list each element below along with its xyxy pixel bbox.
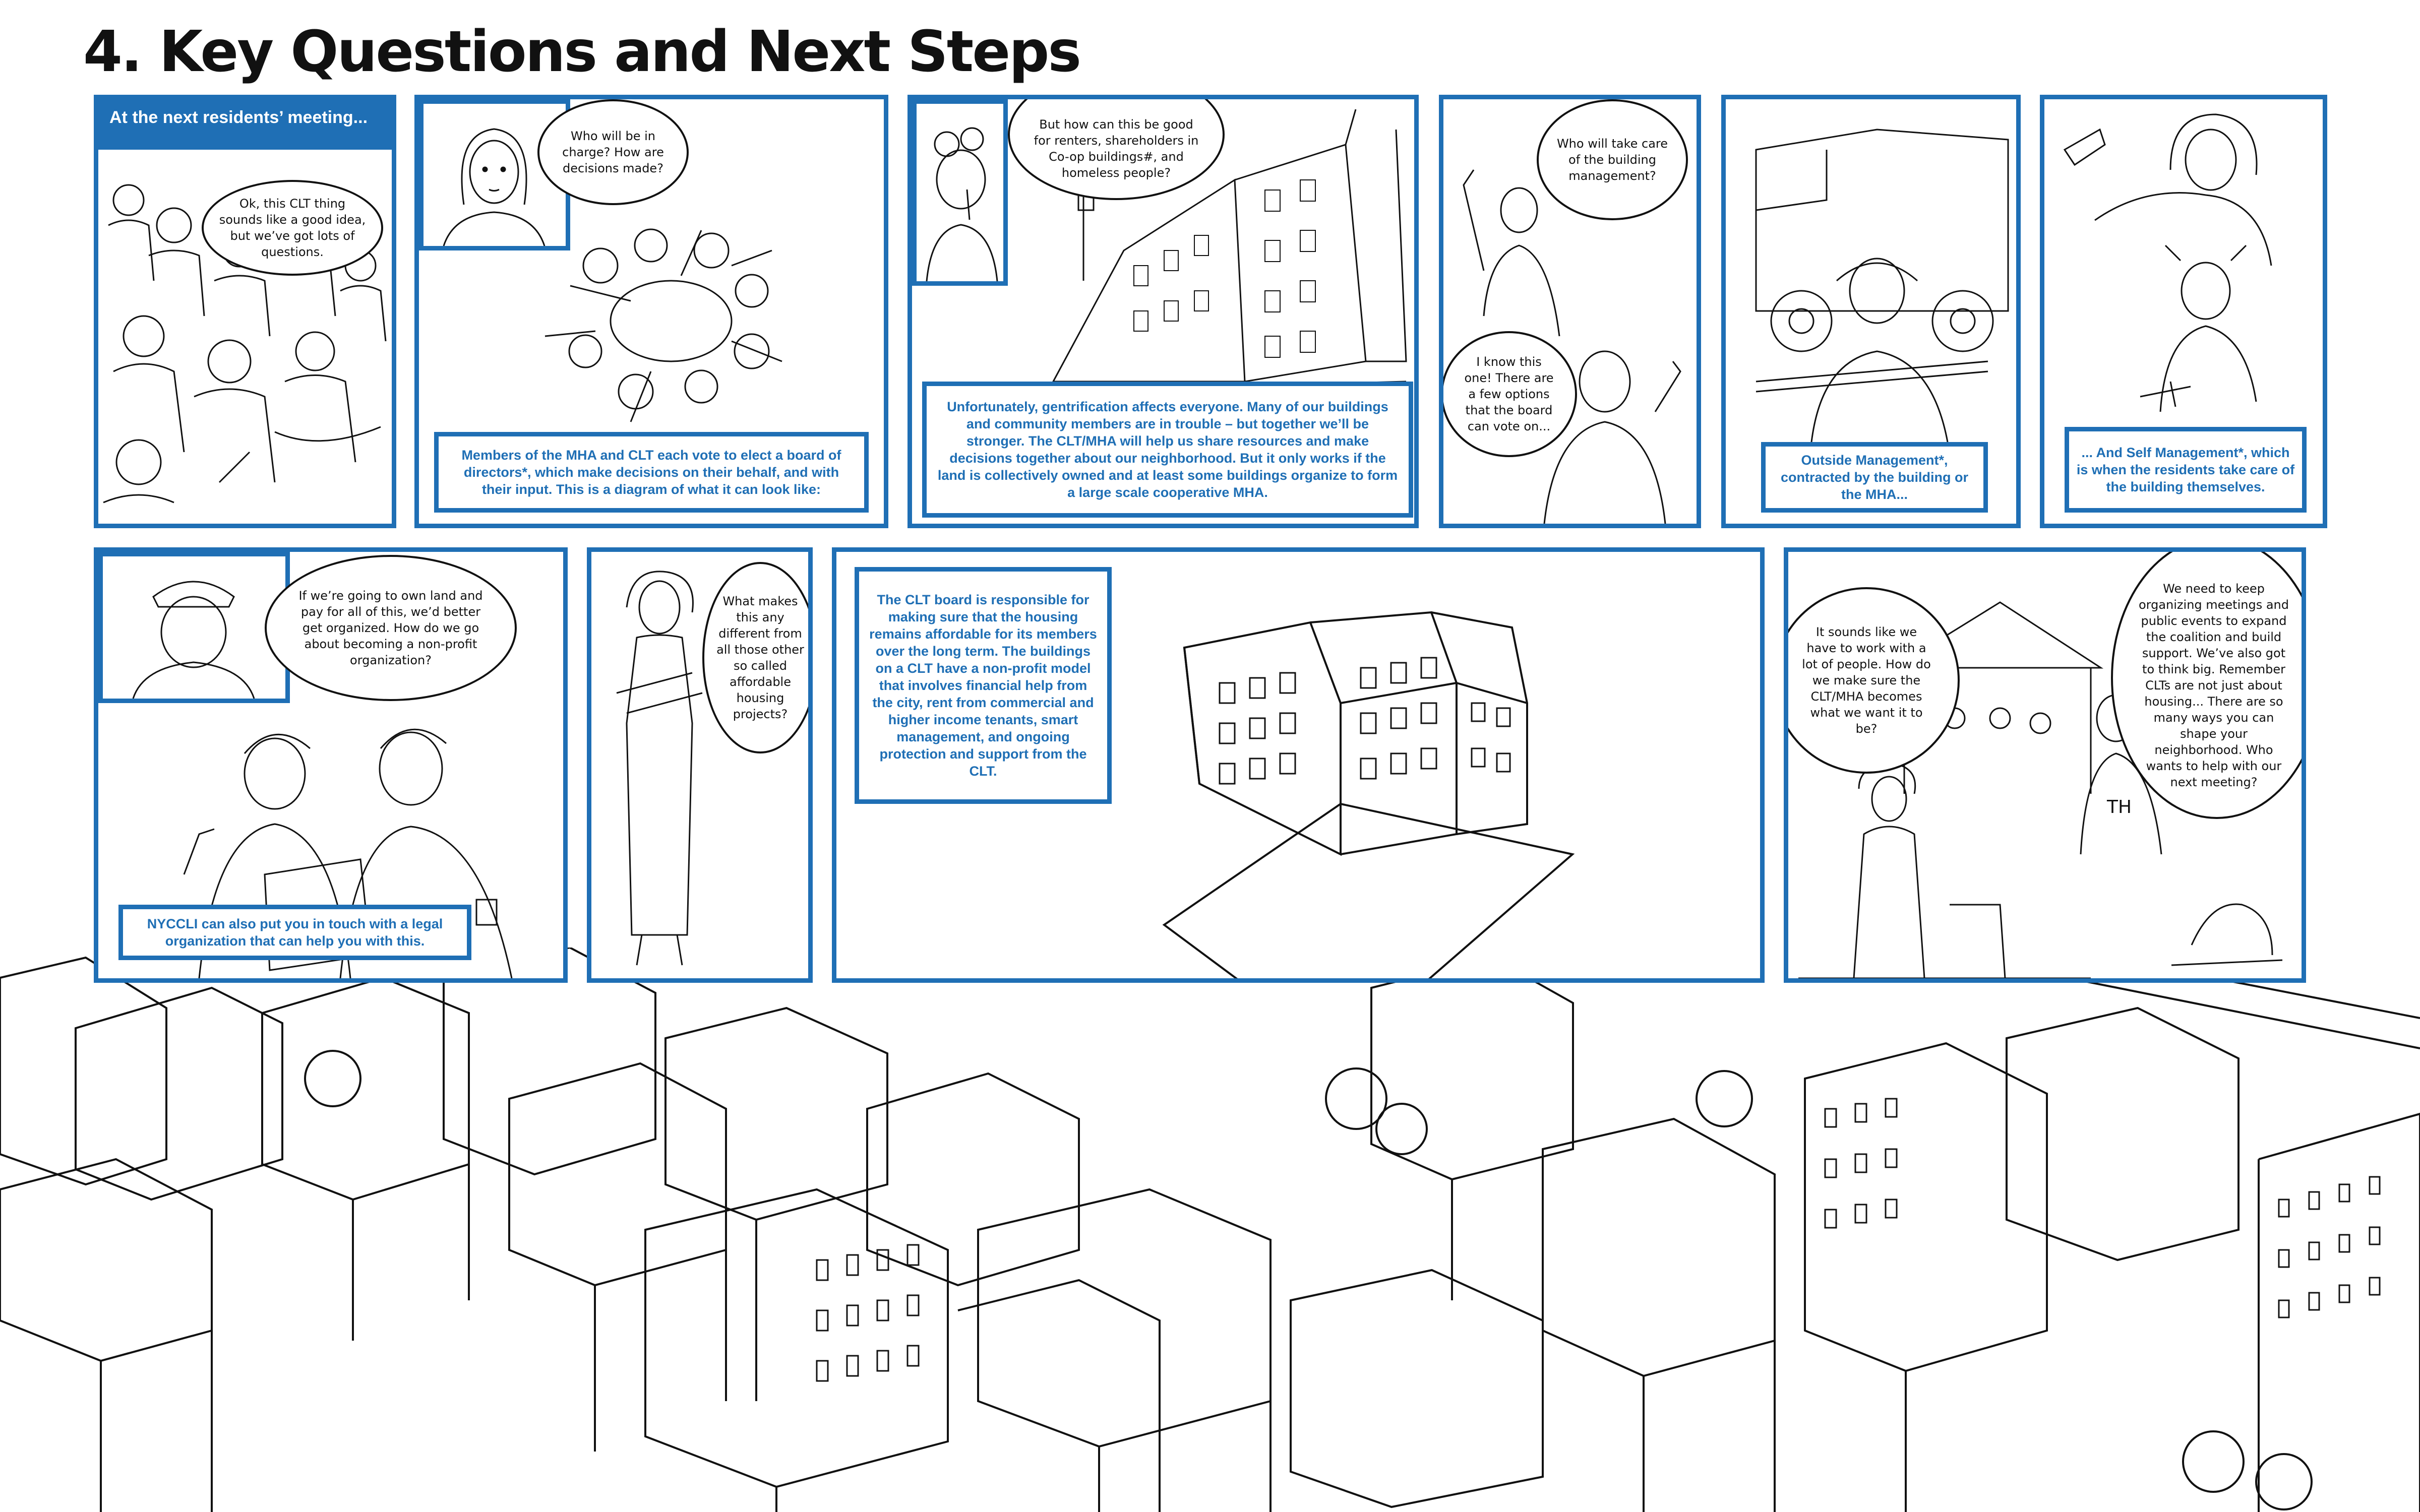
contractor-with-van-drawing (1755, 129, 2009, 443)
panel-renters-and-coops: But how can this be good for renters, sh… (908, 95, 1419, 528)
shirt-lettering: TH (2107, 797, 2132, 817)
woman-portrait-drawing (443, 128, 546, 246)
caption-box: ... And Self Management*, which is when … (2065, 427, 2307, 513)
panel-board-of-directors: Who will be in charge? How are decisions… (414, 95, 888, 528)
panel-clt-board: The CLT board is responsible for making … (832, 547, 1765, 983)
residents-repairing-drawing (2063, 113, 2272, 412)
caption-box: NYCCLI can also put you in touch with a … (118, 905, 471, 960)
caption-box: Unfortunately, gentrification affects ev… (922, 382, 1413, 518)
man-in-cap-portrait-drawing (132, 581, 255, 699)
panel-affordable-housing: What makes this any different from all t… (587, 547, 813, 983)
speech-bubble: If we’re going to own land and pay for a… (265, 555, 517, 701)
speech-bubble: It sounds like we have to work with a lo… (1788, 587, 1960, 774)
page-title: 4. Key Questions and Next Steps (83, 19, 1081, 85)
neighborhood-block-drawing (1162, 611, 1575, 978)
caption-box: Members of the MHA and CLT each vote to … (434, 432, 869, 513)
panel-keep-organizing: It sounds like we have to work with a lo… (1784, 547, 2306, 983)
panel-self-management: ... And Self Management*, which is when … (2040, 95, 2327, 528)
speech-bubble: But how can this be good for renters, sh… (1008, 99, 1225, 200)
speech-bubble: Who will take care of the building manag… (1537, 99, 1688, 220)
caption-box: Outside Management*, contracted by the b… (1761, 442, 1988, 513)
city-skyline-drawing (0, 948, 2420, 1512)
speech-bubble: I know this one! There are a few options… (1443, 331, 1577, 457)
caption-box: The CLT board is responsible for making … (855, 567, 1112, 804)
crowd-drawing (103, 184, 387, 503)
speech-bubble: Who will be in charge? How are decisions… (537, 99, 689, 205)
speech-bubble: Ok, this CLT thing sounds like a good id… (202, 180, 383, 276)
speech-bubble: We need to keep organizing meetings and … (2111, 552, 2302, 819)
girl-portrait-drawing (926, 127, 998, 281)
speech-bubble: What makes this any different from all t… (702, 562, 808, 753)
panel-building-management: Who will take care of the building manag… (1439, 95, 1701, 528)
panel-residents-meeting: At the next residents’ meeting... Ok, th… (94, 95, 396, 528)
residents-drawing (1463, 169, 1681, 524)
speaker-inset (98, 552, 290, 703)
standing-woman-drawing (616, 571, 703, 966)
board-meeting-table-drawing (544, 228, 782, 422)
panel-header: At the next residents’ meeting... (98, 99, 392, 150)
speaker-inset (912, 99, 1008, 286)
panel-outside-management: Outside Management*, contracted by the b… (1721, 95, 2021, 528)
panel-non-profit: If we’re going to own land and pay for a… (94, 547, 568, 983)
